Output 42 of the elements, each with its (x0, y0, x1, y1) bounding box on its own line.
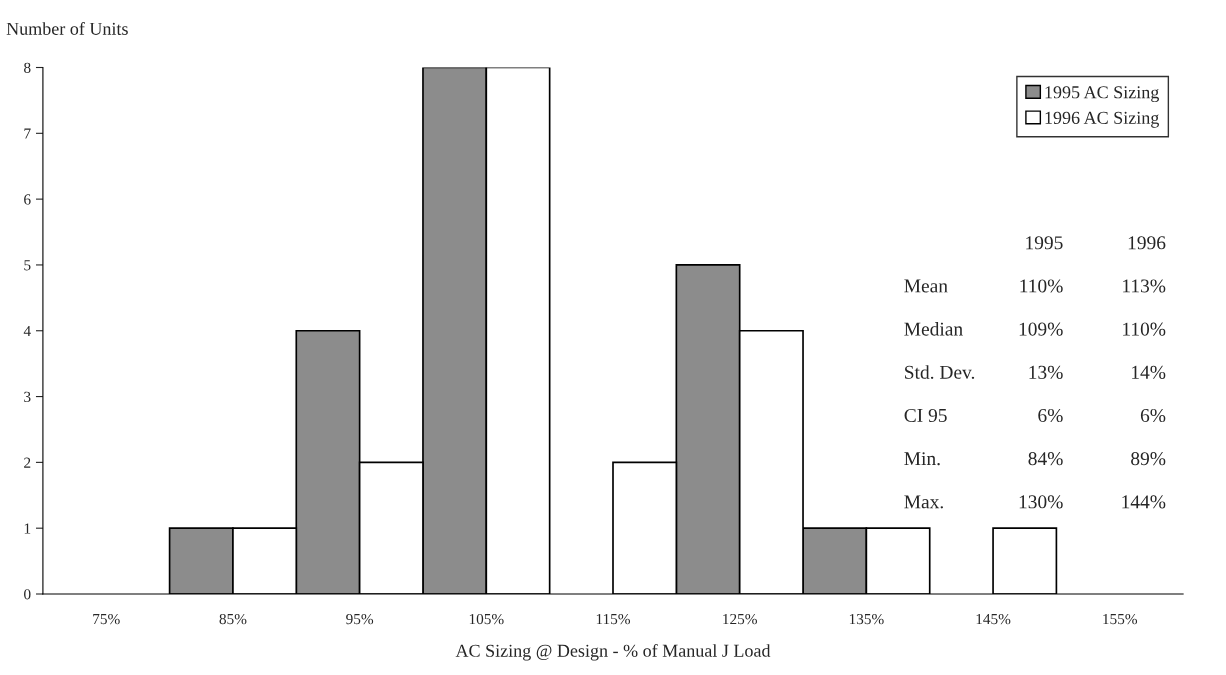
y-tick-label: 2 (24, 457, 31, 468)
annotation: 113% (1123, 279, 1166, 293)
annotation: 110% (1123, 322, 1166, 336)
annotation: 13% (1029, 365, 1063, 379)
annotation: Median (904, 322, 963, 336)
annotation: Std. Dev. (905, 365, 975, 379)
y-tick-label: 8 (24, 62, 31, 73)
annotation: 1995 (1026, 236, 1063, 250)
x-tick-label: 85% (219, 613, 247, 625)
y-tick-label: 1 (24, 523, 31, 534)
x-tick-label: 105% (469, 613, 504, 625)
y-axis-title: Number of Units (6, 22, 128, 35)
y-tick-label: 5 (24, 260, 31, 271)
annotation: 6% (1038, 408, 1063, 423)
annotation: 144% (1122, 495, 1166, 509)
legend-label: 1996 AC Sizing (1045, 111, 1159, 128)
y-tick-label: 6 (24, 194, 31, 205)
annotation: 14% (1132, 365, 1166, 379)
x-tick-label: 115% (596, 613, 631, 625)
y-tick-label: 4 (23, 325, 31, 337)
annotation: Min. (904, 452, 940, 466)
annotation: 110% (1020, 279, 1063, 293)
y-tick-label: 0 (24, 589, 31, 600)
annotation: 130% (1019, 495, 1063, 509)
x-tick-label: 155% (1103, 613, 1138, 625)
annotation: Mean (904, 279, 948, 293)
annotation: Max. (904, 495, 943, 509)
x-tick-label: 95% (346, 613, 374, 625)
annotation: 84% (1028, 452, 1063, 466)
legend-label: 1995 AC Sizing (1045, 86, 1159, 103)
x-tick-label: 145% (976, 613, 1011, 625)
annotation: 89% (1131, 452, 1166, 466)
x-tick-label: 75% (93, 613, 120, 625)
y-tick-label: 3 (24, 391, 31, 403)
annotation: 109% (1019, 322, 1063, 336)
x-tick-label: 135% (849, 613, 884, 625)
annotation: 1996 (1128, 236, 1166, 250)
x-axis-title: AC Sizing @ Design - % of Manual J Load (455, 643, 771, 661)
annotation: 6% (1140, 408, 1166, 423)
y-tick-label: 7 (24, 128, 31, 139)
annotation: CI 95 (904, 408, 947, 423)
x-tick-label: 125% (723, 613, 757, 625)
